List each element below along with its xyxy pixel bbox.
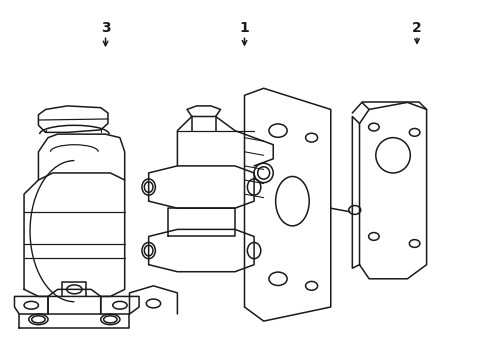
Text: 2: 2 — [411, 21, 421, 35]
Text: 1: 1 — [239, 21, 249, 35]
Text: 3: 3 — [101, 21, 110, 35]
